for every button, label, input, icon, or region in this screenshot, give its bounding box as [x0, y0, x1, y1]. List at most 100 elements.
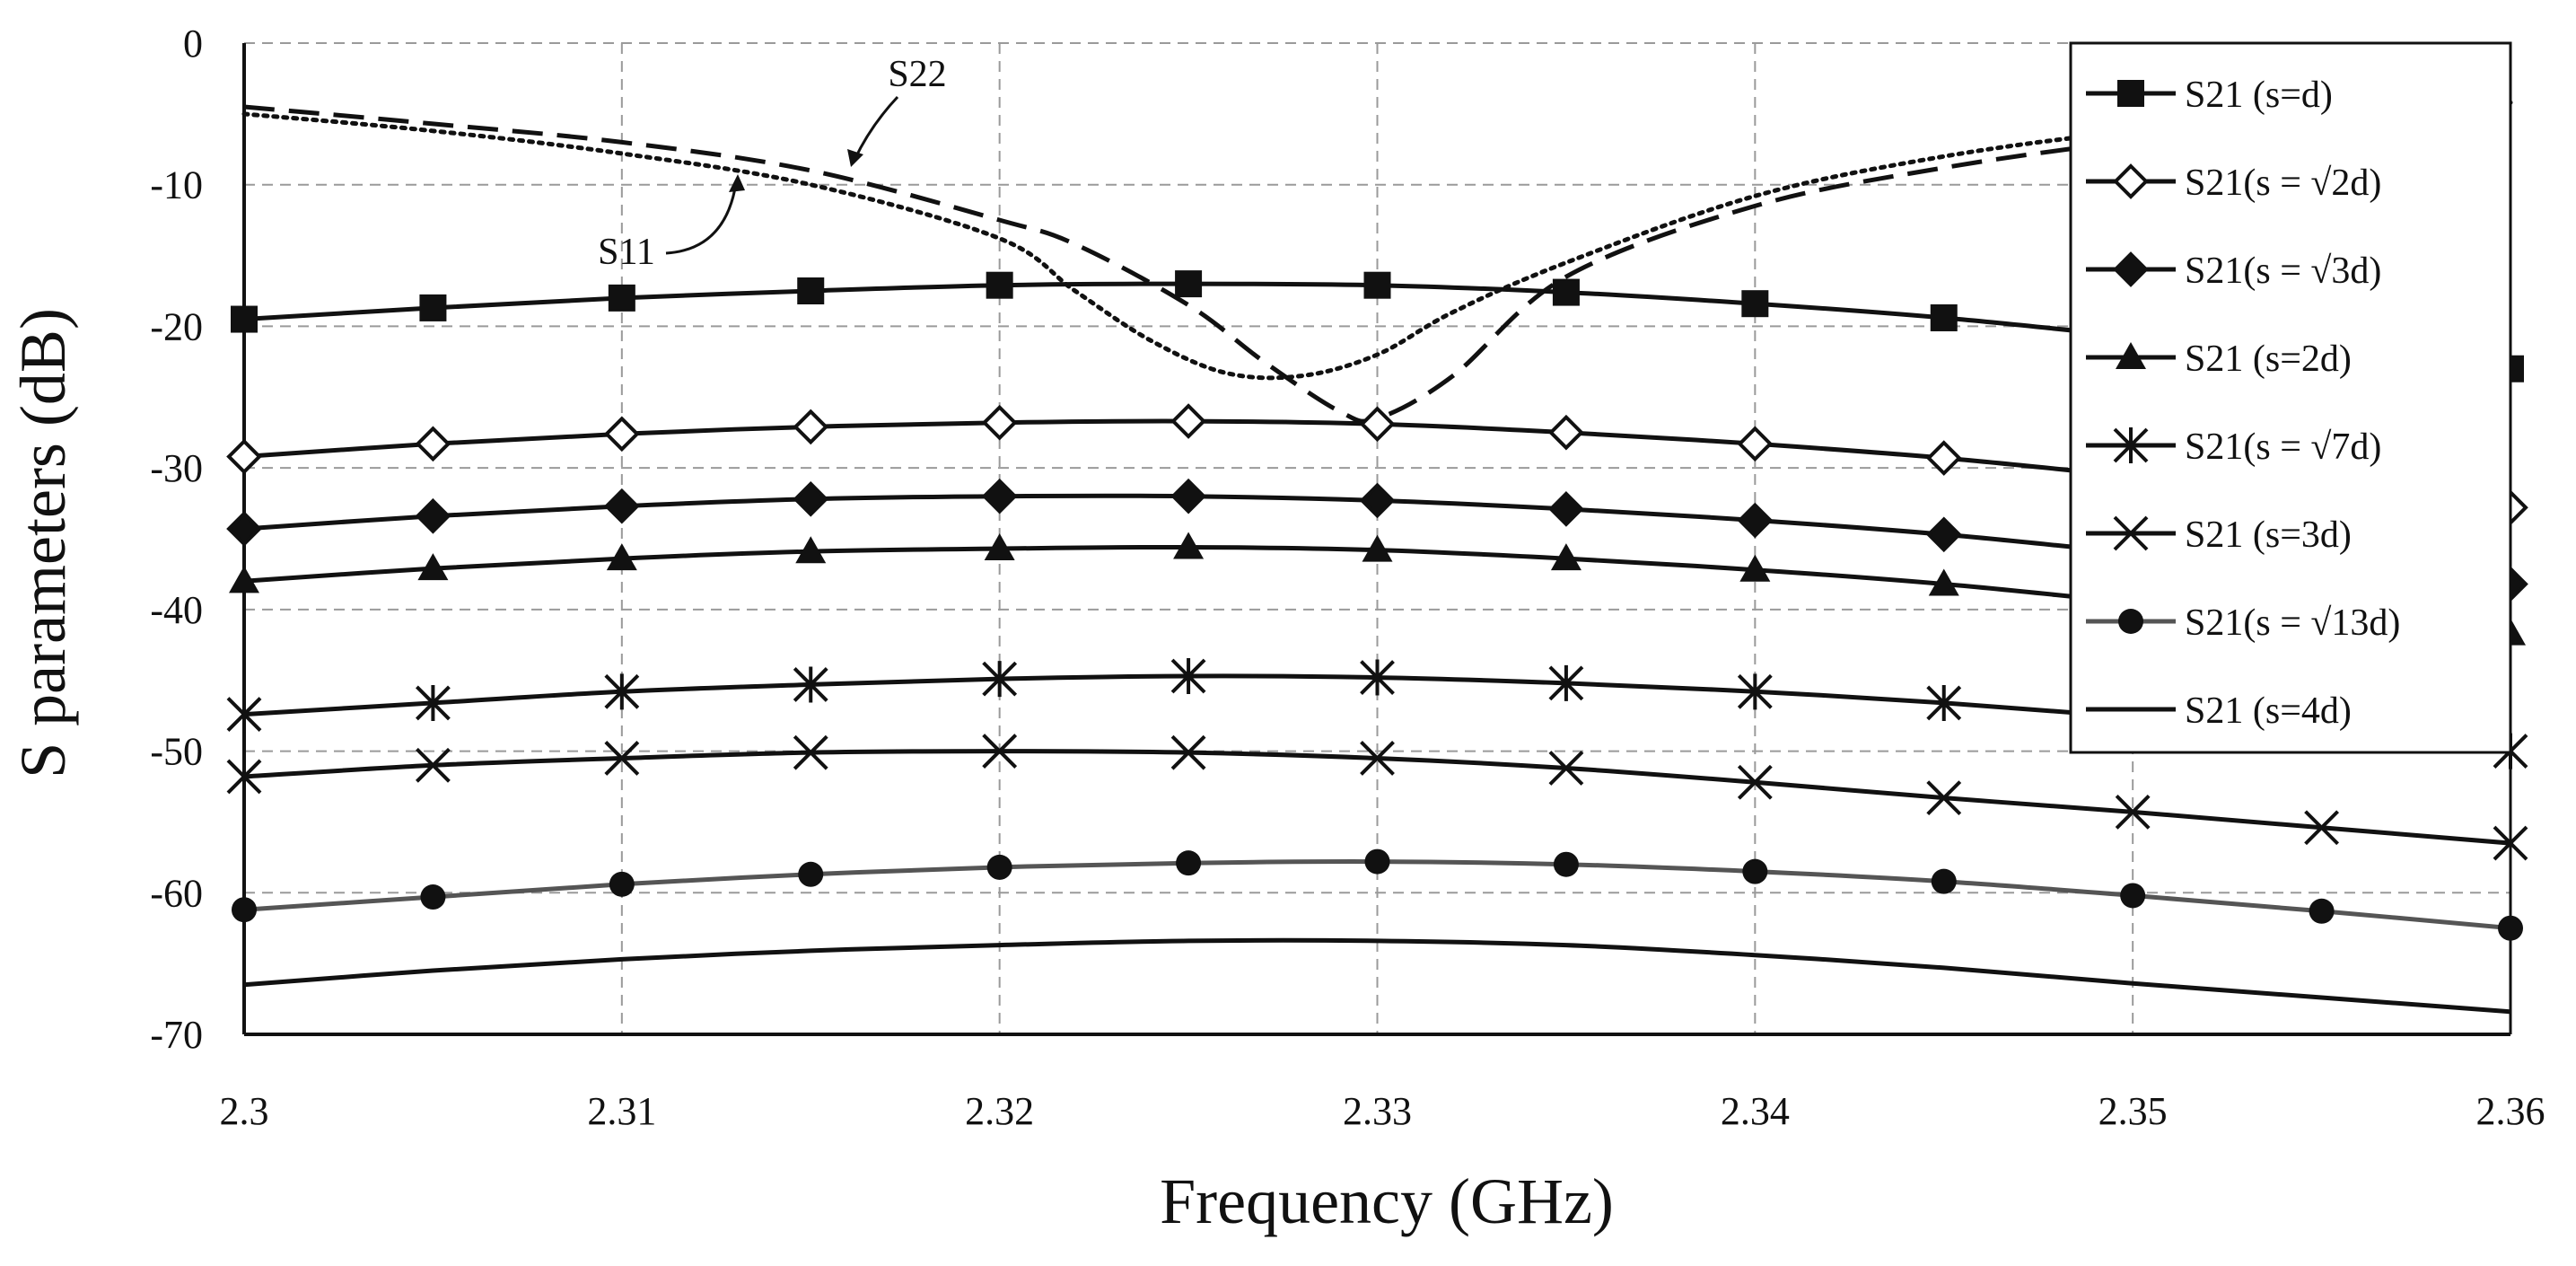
data-point-s3-8 [1739, 554, 1771, 582]
data-point-s1-2 [604, 416, 640, 453]
data-point-s2-8 [1737, 502, 1774, 539]
legend-label-7: S21 (s=4d) [2185, 690, 2352, 732]
data-point-s2-9 [1925, 516, 1962, 553]
data-point-s5-0 [226, 759, 262, 795]
x-tick-label: 2.32 [965, 1089, 1034, 1133]
legend-marker-3 [2116, 342, 2146, 369]
data-point-s4-1 [416, 684, 451, 721]
legend-label-0: S21 (s=d) [2185, 75, 2333, 116]
data-point-s4-4 [982, 661, 1018, 698]
data-point-s6-6 [1364, 848, 1390, 875]
data-point-s6-1 [420, 884, 446, 910]
data-point-s0-4 [986, 271, 1013, 299]
data-point-s2-0 [226, 511, 262, 547]
y-tick-label: -50 [150, 730, 203, 774]
data-point-s3-2 [606, 543, 637, 571]
data-point-s1-8 [1737, 426, 1774, 462]
legend-label-6: S21(s = √13d) [2185, 602, 2400, 644]
data-point-s1-3 [793, 409, 829, 445]
data-point-s6-7 [1553, 851, 1579, 877]
data-point-s1-1 [415, 426, 451, 462]
data-point-s3-1 [417, 553, 449, 581]
data-point-s3-7 [1550, 543, 1582, 571]
data-point-s3-9 [1928, 568, 1959, 596]
legend-marker-2 [2113, 251, 2149, 287]
data-point-s2-7 [1548, 491, 1584, 527]
data-point-s4-6 [1360, 659, 1395, 696]
y-tick-label: -30 [150, 446, 203, 490]
data-point-s6-2 [609, 871, 635, 897]
data-point-s4-0 [226, 696, 262, 733]
data-point-s1-4 [981, 404, 1018, 441]
data-point-s3-6 [1362, 534, 1393, 562]
data-point-s2-3 [793, 481, 829, 517]
data-point-s1-7 [1548, 414, 1584, 451]
data-point-s5-3 [793, 734, 828, 770]
data-point-s0-3 [797, 277, 825, 304]
data-point-s0-8 [1741, 290, 1769, 318]
data-point-s5-2 [604, 741, 640, 776]
data-point-s5-9 [1926, 780, 1962, 816]
x-tick-label: 2.35 [2098, 1089, 2168, 1133]
data-point-s4-2 [604, 673, 640, 710]
y-axis-title: S parameters (dB) [7, 308, 79, 778]
data-point-s0-6 [1363, 271, 1391, 299]
series-line-7 [243, 937, 2511, 1015]
x-tick-label: 2.36 [2476, 1089, 2545, 1133]
legend-marker-6 [2118, 609, 2143, 634]
annotation-s11-arrow [665, 182, 738, 255]
data-point-s6-3 [798, 861, 824, 887]
y-tick-label: -10 [150, 163, 203, 207]
data-point-s4-3 [793, 666, 828, 703]
data-point-s0-2 [608, 284, 635, 312]
data-point-s5-7 [1548, 751, 1584, 786]
data-point-s2-1 [415, 497, 451, 534]
x-tick-label: 2.33 [1343, 1089, 1412, 1133]
data-point-s2-4 [981, 478, 1018, 514]
data-point-s4-9 [1926, 684, 1962, 721]
data-point-s3-0 [229, 566, 259, 593]
annotation-s22: S22 [888, 54, 946, 95]
data-point-s0-7 [1552, 278, 1580, 306]
data-point-s6-5 [1176, 850, 1202, 876]
x-tick-label: 2.34 [1721, 1089, 1790, 1133]
data-point-s5-11 [2304, 810, 2339, 846]
data-point-s3-4 [984, 533, 1015, 561]
annotation-layer: S22 S11 [598, 54, 947, 273]
y-tick-label: -60 [150, 871, 203, 915]
y-tick-label: -40 [150, 588, 203, 632]
data-point-s5-6 [1360, 741, 1395, 776]
data-point-s6-9 [1931, 868, 1957, 894]
legend-marker-0 [2117, 80, 2144, 107]
legend-label-1: S21(s = √2d) [2185, 163, 2381, 204]
legend: S21 (s=d) S21(s = √2d) S21(s = √3d) S21 (s=… [2069, 41, 2512, 754]
data-point-s6-0 [232, 897, 257, 923]
data-point-s4-5 [1170, 657, 1206, 694]
data-point-s1-9 [1925, 440, 1962, 476]
legend-marker-1 [2113, 163, 2149, 199]
data-point-s5-4 [982, 734, 1018, 769]
x-axis-title: Frequency (GHz) [1160, 1165, 1614, 1237]
data-point-s1-0 [226, 438, 262, 475]
axes-layer: 2.3 2.31 2.32 2.33 2.34 2.35 2.36 0 -10 -20 -30 -40… [150, 22, 2545, 1133]
annotation-s22-arrowhead [847, 149, 863, 167]
data-point-s2-6 [1359, 482, 1396, 519]
legend-box [2069, 41, 2512, 754]
legend-marker-4 [2113, 427, 2149, 463]
data-point-s6-4 [986, 854, 1012, 880]
data-point-s6-12 [2498, 915, 2523, 941]
data-point-s1-6 [1359, 406, 1396, 443]
data-point-s6-10 [2120, 883, 2146, 909]
series-line-s22 [243, 104, 2511, 424]
data-point-s3-3 [795, 536, 827, 564]
data-point-s4-7 [1548, 664, 1584, 701]
legend-label-3: S21 (s=2d) [2185, 338, 2352, 380]
data-point-s0-9 [1930, 303, 1958, 331]
data-point-s5-1 [416, 747, 451, 783]
y-tick-label: -70 [150, 1013, 203, 1057]
legend-label-4: S21(s = √7d) [2185, 426, 2381, 468]
y-tick-label: -20 [150, 304, 203, 348]
data-point-s1-5 [1170, 403, 1206, 439]
reflection-layer [241, 100, 2513, 424]
